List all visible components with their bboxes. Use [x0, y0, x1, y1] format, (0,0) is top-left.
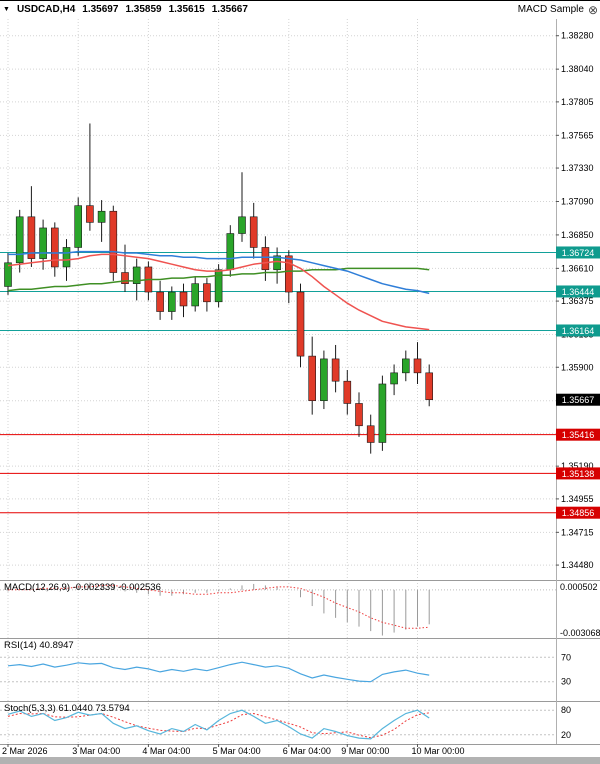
symbol-dropdown-icon[interactable]: ▼: [3, 6, 10, 13]
svg-text:1.34480: 1.34480: [561, 560, 594, 570]
svg-text:20: 20: [561, 730, 571, 740]
svg-text:80: 80: [561, 705, 571, 715]
level-lines: [0, 251, 556, 514]
window-bottom-strip: [0, 757, 600, 764]
svg-text:1.35667: 1.35667: [562, 395, 595, 405]
svg-text:3 Mar 04:00: 3 Mar 04:00: [72, 746, 120, 756]
svg-text:-0.003068: -0.003068: [560, 628, 600, 638]
expert-advisor-group: MACD Sample ⊗: [518, 4, 598, 16]
rsi-pane: 70 30: [0, 652, 571, 687]
svg-text:9 Mar 00:00: 9 Mar 00:00: [341, 746, 389, 756]
svg-text:1.37805: 1.37805: [561, 97, 594, 107]
svg-text:1.37090: 1.37090: [561, 196, 594, 206]
svg-text:1.36724: 1.36724: [562, 248, 595, 258]
ma-green-line: [7, 267, 430, 292]
ma-blue-line: [8, 250, 430, 295]
svg-text:1.37330: 1.37330: [561, 163, 594, 173]
macd-indicator-label: MACD(12,26,9) -0.002339 -0.002536: [4, 582, 161, 593]
svg-text:10 Mar 00:00: 10 Mar 00:00: [412, 746, 465, 756]
ohlc-close: 1.35667: [211, 4, 248, 15]
candles-layer: [4, 123, 434, 454]
svg-text:1.36375: 1.36375: [561, 296, 594, 306]
svg-text:70: 70: [561, 652, 571, 662]
svg-text:1.36610: 1.36610: [561, 263, 594, 273]
svg-text:1.36444: 1.36444: [562, 287, 595, 297]
svg-text:1.35416: 1.35416: [562, 430, 595, 440]
grid-layer: [0, 19, 556, 744]
svg-text:1.36164: 1.36164: [562, 326, 595, 336]
svg-text:4 Mar 04:00: 4 Mar 04:00: [142, 746, 190, 756]
svg-text:1.34856: 1.34856: [562, 508, 595, 518]
ohlc-open: 1.35697: [82, 4, 119, 15]
macd-pane: 0.000502 -0.003068: [0, 582, 600, 638]
svg-text:1.35138: 1.35138: [562, 469, 595, 479]
svg-text:1.35190: 1.35190: [561, 461, 594, 471]
stoch-pane: 80 20: [0, 705, 571, 740]
price-axis[interactable]: 1.38280 1.38040 1.37805 1.37565 1.37330 1.370…: [556, 31, 594, 570]
pane-separators: [0, 19, 600, 745]
ma-red-line: [7, 253, 430, 331]
svg-text:5 Mar 04:00: 5 Mar 04:00: [213, 746, 261, 756]
expert-close-icon[interactable]: ⊗: [587, 2, 598, 17]
svg-text:2 Mar 2026: 2 Mar 2026: [2, 746, 48, 756]
rsi-indicator-label: RSI(14) 40.8947: [4, 640, 74, 651]
symbol-timeframe-label: USDCAD,H4: [16, 4, 76, 15]
time-axis[interactable]: 2 Mar 2026 3 Mar 04:00 4 Mar 04:00 5 Mar 04…: [2, 744, 465, 756]
symbol-ohlc-group: ▼ USDCAD,H4 1.35697 1.35859 1.35615 1.35…: [3, 4, 248, 15]
chart-header: ▼ USDCAD,H4 1.35697 1.35859 1.35615 1.35…: [3, 2, 598, 17]
svg-text:30: 30: [561, 677, 571, 687]
expert-name-label: MACD Sample: [517, 4, 584, 15]
svg-text:1.35900: 1.35900: [561, 362, 594, 372]
svg-text:1.38280: 1.38280: [561, 31, 594, 41]
svg-text:1.34955: 1.34955: [561, 494, 594, 504]
svg-text:1.37565: 1.37565: [561, 130, 594, 140]
svg-text:1.36850: 1.36850: [561, 230, 594, 240]
ohlc-high: 1.35859: [125, 4, 162, 15]
svg-text:1.38040: 1.38040: [561, 64, 594, 74]
svg-text:1.34715: 1.34715: [561, 527, 594, 537]
price-badges: 1.36724 1.36444 1.36164 1.35416 1.35138 1.348…: [556, 246, 600, 519]
svg-text:6 Mar 04:00: 6 Mar 04:00: [283, 746, 331, 756]
ohlc-low: 1.35615: [168, 4, 205, 15]
stoch-indicator-label: Stoch(5,3,3) 61.0440 73.5794: [4, 703, 130, 714]
svg-text:0.000502: 0.000502: [560, 582, 598, 592]
